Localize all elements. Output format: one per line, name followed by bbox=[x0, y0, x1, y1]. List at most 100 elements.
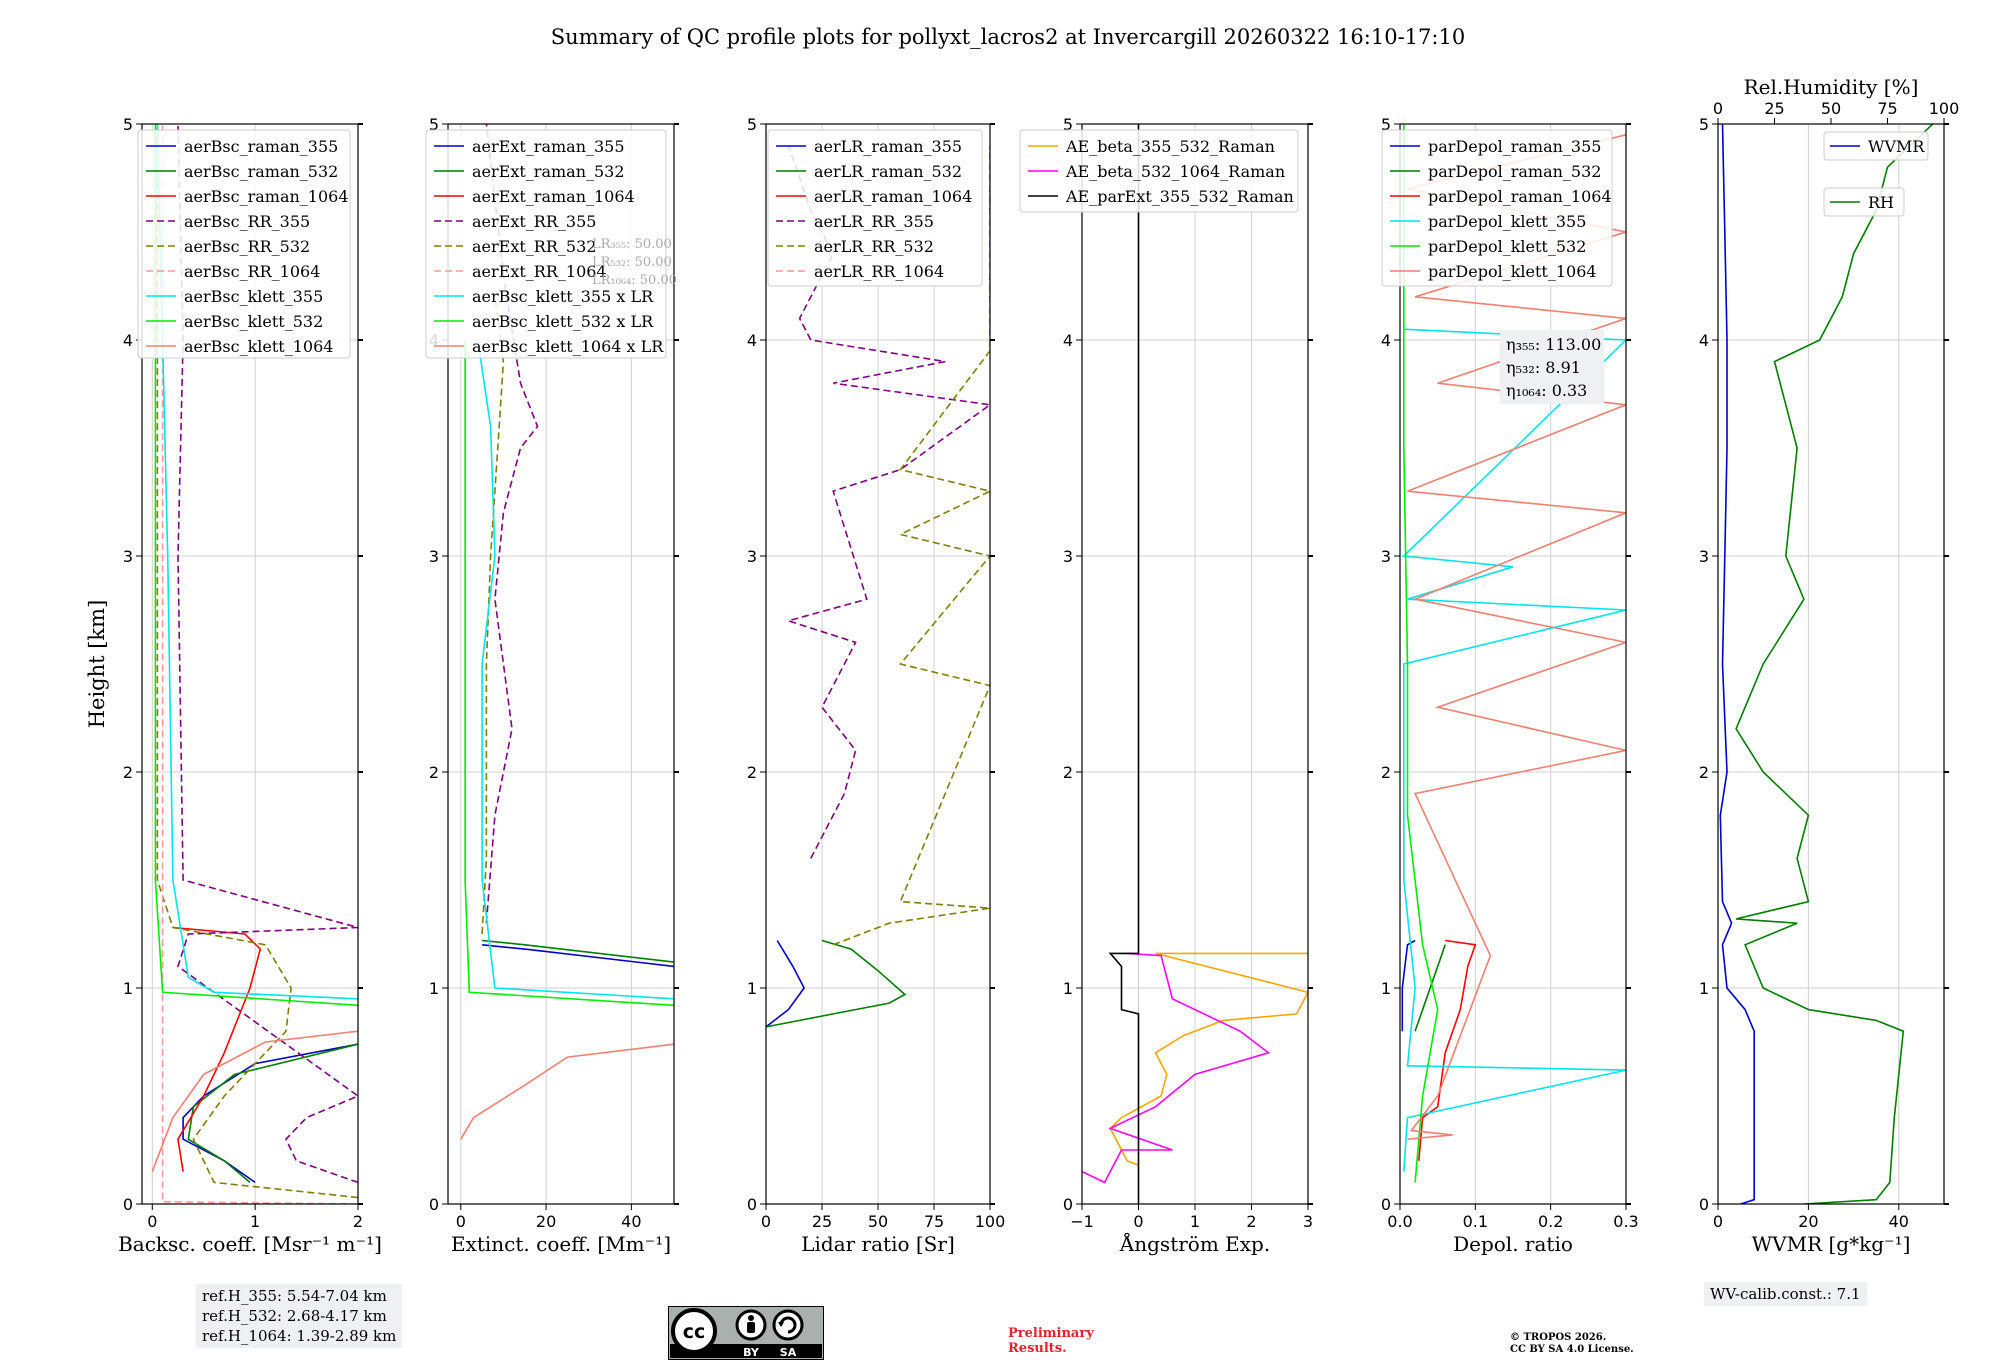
y-tick-label: 2 bbox=[123, 763, 133, 782]
series-aerLR_raman_355 bbox=[766, 940, 806, 1028]
y-tick-label: 2 bbox=[1063, 763, 1073, 782]
y-tick-label: 0 bbox=[123, 1195, 133, 1214]
ref-height-355: ref.H_355: 5.54-7.04 km bbox=[202, 1287, 387, 1305]
legend: aerLR_raman_355 aerLR_raman_532 aerLR_rama… bbox=[767, 129, 983, 287]
y-tick-label: 0 bbox=[747, 1195, 757, 1214]
series-aerBsc_raman_1064 bbox=[172, 926, 262, 1172]
axes-frame bbox=[141, 123, 359, 1205]
x-tick-label: 0 bbox=[761, 1212, 771, 1231]
eta-box-bg bbox=[1500, 330, 1604, 404]
legend: aerExt_raman_355 aerExt_raman_532 aerExt_r… bbox=[425, 129, 667, 359]
y-tick-label: 1 bbox=[123, 979, 133, 998]
y-tick-label: 1 bbox=[1381, 979, 1391, 998]
x-tick-label: 25 bbox=[812, 1212, 832, 1231]
legend-label: aerExt_RR_355 bbox=[472, 212, 596, 231]
legend-label: AE_beta_532_1064_Raman bbox=[1065, 162, 1285, 181]
figure-title: Summary of QC profile plots for pollyxt_… bbox=[551, 25, 1465, 49]
legend-label: aerBsc_raman_532 bbox=[184, 162, 338, 181]
legend-label: aerBsc_klett_355 x LR bbox=[472, 287, 654, 306]
y-tick-label: 0 bbox=[1699, 1195, 1709, 1214]
legend-label: aerBsc_raman_355 bbox=[184, 137, 338, 156]
legend-label: parDepol_raman_532 bbox=[1428, 162, 1601, 181]
series-aerExt_raman_532 bbox=[482, 939, 674, 963]
axes-frame bbox=[1717, 123, 1945, 1205]
axes-frame bbox=[447, 123, 675, 1205]
y-tick-label: 2 bbox=[1381, 763, 1391, 782]
x-axis-label: Lidar ratio [Sr] bbox=[801, 1232, 955, 1256]
x-tick-label: 75 bbox=[924, 1212, 944, 1231]
x-tick-label: 0 bbox=[456, 1212, 466, 1231]
legend-label: aerBsc_klett_532 bbox=[184, 312, 323, 331]
legend-label: aerExt_RR_1064 bbox=[472, 262, 607, 281]
y-tick-label: 4 bbox=[1063, 331, 1073, 350]
legend-label: aerExt_RR_532 bbox=[472, 237, 596, 256]
eta-box: η₃₅₅: 113.00 η₅₃₂: 8.91 η₁₀₆₄: 0.33 bbox=[1500, 330, 1604, 404]
panel-depol: 0 1 2 3 4 5 0.0 0.1 0.2 0.3 Depol. ratio parDepol_r… bbox=[1381, 115, 1639, 1256]
legend-label: aerBsc_RR_355 bbox=[184, 212, 310, 231]
legend: RH bbox=[1823, 187, 1905, 217]
x-tick-label: 0.2 bbox=[1538, 1212, 1563, 1231]
y-tick-label: 5 bbox=[747, 115, 757, 134]
cc-by-sa-logo: cc BY SA bbox=[668, 1306, 824, 1360]
y-tick-label: 0 bbox=[1063, 1195, 1073, 1214]
x-tick-label: 20 bbox=[1798, 1212, 1818, 1231]
top-tick-label: 100 bbox=[1929, 99, 1960, 118]
y-tick-label: 4 bbox=[1699, 331, 1709, 350]
x-tick-label: 1 bbox=[1190, 1212, 1200, 1231]
series-group bbox=[1719, 124, 1934, 1204]
x-tick-label: 50 bbox=[868, 1212, 888, 1231]
x-tick-label: 0.0 bbox=[1387, 1212, 1412, 1231]
top-tick-label: 50 bbox=[1821, 99, 1841, 118]
legend-label: parDepol_raman_355 bbox=[1428, 137, 1601, 156]
x-tick-label: 3 bbox=[1303, 1212, 1313, 1231]
legend-label: aerLR_raman_532 bbox=[814, 162, 962, 181]
preliminary-note: Preliminary Results. bbox=[1008, 1326, 1094, 1356]
legend-label: aerExt_raman_355 bbox=[472, 137, 625, 156]
y-tick-label: 1 bbox=[429, 979, 439, 998]
axes-frame bbox=[1399, 123, 1627, 1205]
top-axis-label: Rel.Humidity [%] bbox=[1744, 75, 1919, 99]
legend-label: aerBsc_klett_1064 x LR bbox=[472, 337, 664, 356]
series-parDepol_klett_532 bbox=[1403, 124, 1439, 1183]
x-tick-label: 1 bbox=[250, 1212, 260, 1231]
legend-label: aerBsc_raman_1064 bbox=[184, 187, 349, 206]
y-tick-label: 3 bbox=[1699, 547, 1709, 566]
series-parDepol_raman_1064 bbox=[1418, 939, 1477, 1161]
cc-sa-label: SA bbox=[780, 1346, 797, 1359]
series-AE_parExt_355_532_Raman bbox=[1108, 124, 1140, 1204]
series-aerBsc_klett_1064 bbox=[151, 1030, 358, 1172]
series-RH bbox=[1735, 124, 1934, 1204]
x-axis-label: Backsc. coeff. [Msr⁻¹ m⁻¹] bbox=[118, 1232, 382, 1256]
svg-text:cc: cc bbox=[683, 1321, 706, 1343]
series-WVMR bbox=[1719, 124, 1755, 1204]
copyright-line-1: © TROPOS 2026. bbox=[1510, 1332, 1607, 1343]
series-group bbox=[766, 145, 990, 1028]
legend-label: aerExt_raman_1064 bbox=[472, 187, 635, 206]
y-tick-label: 2 bbox=[429, 763, 439, 782]
y-tick-label: 2 bbox=[747, 763, 757, 782]
top-tick-label: 0 bbox=[1713, 99, 1723, 118]
y-tick-label: 1 bbox=[1063, 979, 1073, 998]
y-tick-label: 5 bbox=[1381, 115, 1391, 134]
x-tick-label: 2 bbox=[353, 1212, 363, 1231]
y-tick-label: 5 bbox=[1063, 115, 1073, 134]
x-tick-label: 40 bbox=[621, 1212, 641, 1231]
legend-label: aerBsc_klett_1064 bbox=[184, 337, 333, 356]
top-tick-label: 75 bbox=[1877, 99, 1897, 118]
legend-label: AE_parExt_355_532_Raman bbox=[1065, 187, 1294, 206]
y-tick-label: 0 bbox=[1381, 1195, 1391, 1214]
preliminary-line-1: Preliminary bbox=[1008, 1326, 1094, 1341]
y-tick-label: 4 bbox=[123, 331, 133, 350]
series-group bbox=[1082, 124, 1308, 1204]
legend-label: aerBsc_RR_532 bbox=[184, 237, 310, 256]
y-tick-label: 2 bbox=[1699, 763, 1709, 782]
y-tick-label: 4 bbox=[1381, 331, 1391, 350]
series-parDepol_klett_1064 bbox=[1407, 134, 1626, 1140]
series-aerExt_RR_532 bbox=[481, 296, 505, 935]
y-tick-label: 3 bbox=[429, 547, 439, 566]
series-aerBsc_klett_355-x-LR bbox=[477, 339, 674, 1000]
lr-note: LR₃₅₅: 50.00 bbox=[592, 237, 672, 252]
series-aerLR_RR_532 bbox=[832, 145, 990, 946]
